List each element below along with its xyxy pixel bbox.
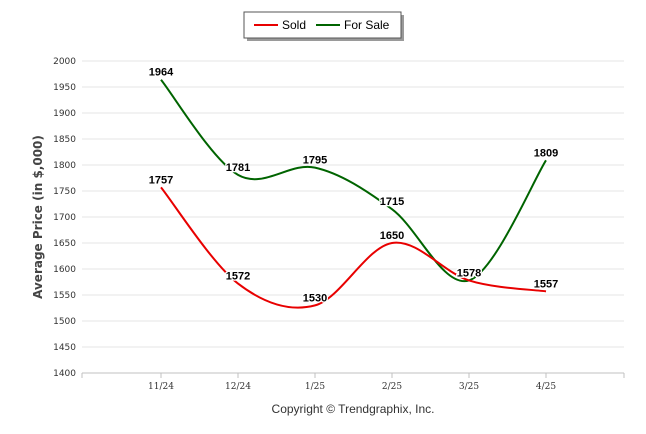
- data-label-for-sale: 1715: [380, 196, 404, 208]
- data-label-for-sale: 1795: [303, 155, 327, 167]
- y-tick-label: 1700: [53, 213, 76, 223]
- y-tick-label: 1900: [53, 109, 76, 119]
- x-tick-label: 3/25: [459, 382, 479, 392]
- series-group: [160, 79, 547, 309]
- x-tick-label: 2/25: [382, 382, 402, 392]
- y-tick-label: 1750: [53, 187, 76, 197]
- y-axis-label: Average Price (in $,000): [31, 135, 45, 299]
- x-axis-ticks: 11/24 12/24 1/25 2/25 3/25 4/25: [81, 373, 625, 392]
- y-tick-label: 2000: [53, 57, 76, 67]
- series-line-for-sale: [160, 79, 547, 283]
- x-tick-label: 4/25: [536, 382, 556, 392]
- y-tick-label: 1850: [53, 135, 76, 145]
- data-label-sold: 1650: [380, 230, 404, 242]
- data-label-sold: 1757: [149, 174, 173, 186]
- data-label-for-sale: 1964: [149, 67, 174, 79]
- y-tick-label: 1950: [53, 83, 76, 93]
- data-labels: 1757 1572 1530 1650 1578 1557 1964 1781 1795 1715…: [148, 65, 560, 305]
- data-label-for-sale: 1781: [226, 162, 250, 174]
- grid-lines: [82, 60, 624, 348]
- data-label-sold: 1557: [534, 278, 558, 290]
- y-tick-label: 1600: [53, 265, 76, 275]
- x-tick-label: 1/25: [305, 382, 325, 392]
- legend-label-sold: Sold: [282, 18, 306, 32]
- y-tick-label: 1800: [53, 161, 76, 171]
- legend[interactable]: Sold For Sale: [243, 11, 404, 41]
- data-label-for-sale: 1578: [457, 267, 481, 279]
- data-label-sold: 1572: [226, 271, 250, 283]
- series-line-sold: [160, 186, 547, 309]
- y-axis-ticks: 1400 1450 1500 1550 1600 1650 1700 1750 1800 1850…: [53, 57, 76, 379]
- legend-label-for-sale: For Sale: [344, 18, 390, 32]
- data-label-sold: 1578: [457, 267, 481, 279]
- y-tick-label: 1500: [53, 317, 76, 327]
- y-tick-label: 1400: [53, 369, 76, 379]
- copyright-text: Copyright © Trendgraphix, Inc.: [272, 402, 435, 416]
- x-tick-label: 11/24: [148, 382, 174, 392]
- x-tick-label: 12/24: [225, 382, 251, 392]
- y-tick-label: 1550: [53, 291, 76, 301]
- y-tick-label: 1650: [53, 239, 76, 249]
- data-label-for-sale: 1809: [534, 147, 558, 159]
- data-label-sold: 1530: [303, 292, 327, 304]
- y-tick-label: 1450: [53, 343, 76, 353]
